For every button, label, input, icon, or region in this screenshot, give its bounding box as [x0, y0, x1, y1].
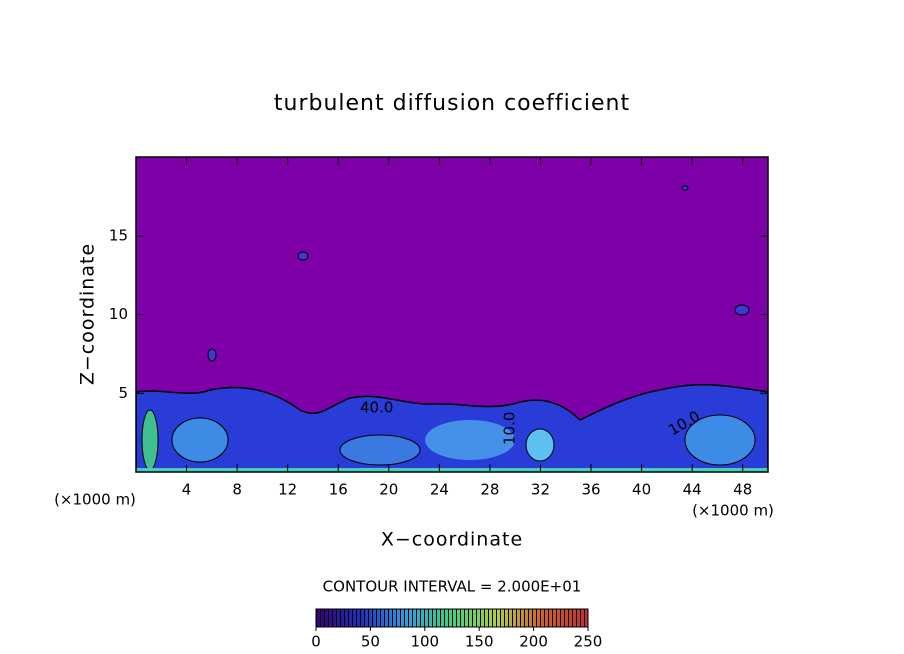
x-axis-label: X−coordinate: [381, 529, 523, 551]
x-tick-label: 8: [232, 481, 242, 499]
colorbar-frame: [315, 608, 589, 628]
chart-title: turbulent diffusion coefficient: [274, 91, 630, 116]
x-tick-label: 32: [531, 481, 550, 499]
x-tick-label: 28: [480, 481, 499, 499]
x-tick-label: 24: [430, 481, 449, 499]
colorbar-stripes: [316, 609, 588, 627]
colorbar-tick-label: 200: [519, 633, 548, 651]
x-unit-label: (×1000 m): [54, 491, 136, 509]
x-tick-label: 44: [683, 481, 702, 499]
field: [136, 157, 768, 472]
colorbar: 0 50 100 150 200 250: [311, 608, 603, 651]
colorbar-tick-label: 50: [361, 633, 380, 651]
colorbar-tick-label: 0: [311, 633, 321, 651]
y-tick-label: 10: [109, 305, 128, 323]
x-unit-label: (×1000 m): [692, 502, 774, 520]
contour-label: 10.0: [501, 412, 519, 445]
x-tick-label: 12: [278, 481, 297, 499]
y-tick-label: 5: [118, 384, 128, 402]
y-axis-label: Z−coordinate: [77, 243, 99, 385]
x-tick-label: 40: [632, 481, 651, 499]
x-tick-label: 16: [329, 481, 348, 499]
x-tick-label: 48: [733, 481, 752, 499]
x-tick-label: 20: [379, 481, 398, 499]
contour-label: 40.0: [360, 399, 393, 417]
contour-interval: CONTOUR INTERVAL = 2.000E+01: [323, 578, 582, 596]
colorbar-tick-label: 150: [465, 633, 494, 651]
x-tick-label: 4: [182, 481, 192, 499]
x-tick-label: 36: [581, 481, 600, 499]
y-tick-label: 15: [109, 226, 128, 244]
colorbar-tick-label: 250: [574, 633, 603, 651]
colorbar-tick-label: 100: [410, 633, 439, 651]
